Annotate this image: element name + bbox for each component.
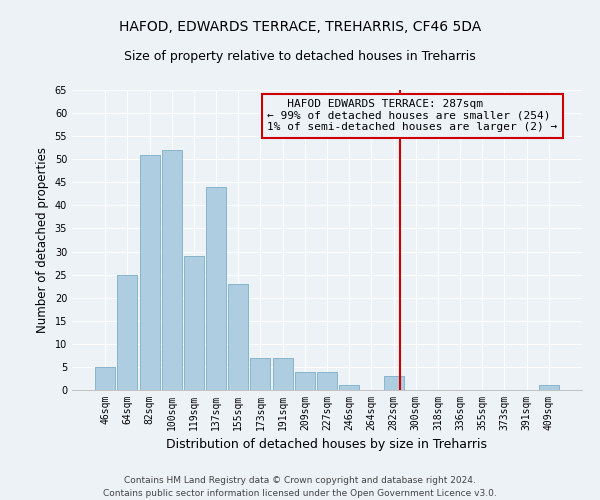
X-axis label: Distribution of detached houses by size in Treharris: Distribution of detached houses by size … — [167, 438, 487, 452]
Bar — [317, 372, 337, 390]
Bar — [250, 358, 271, 390]
Bar — [95, 367, 115, 390]
Y-axis label: Number of detached properties: Number of detached properties — [36, 147, 49, 333]
Text: HAFOD EDWARDS TERRACE: 287sqm
← 99% of detached houses are smaller (254)
1% of s: HAFOD EDWARDS TERRACE: 287sqm ← 99% of d… — [267, 99, 557, 132]
Bar — [383, 376, 404, 390]
Text: Size of property relative to detached houses in Treharris: Size of property relative to detached ho… — [124, 50, 476, 63]
Text: Contains HM Land Registry data © Crown copyright and database right 2024.
Contai: Contains HM Land Registry data © Crown c… — [103, 476, 497, 498]
Bar — [272, 358, 293, 390]
Bar — [162, 150, 182, 390]
Bar — [339, 386, 359, 390]
Bar — [118, 274, 137, 390]
Bar — [184, 256, 204, 390]
Bar — [539, 386, 559, 390]
Bar — [295, 372, 315, 390]
Bar — [228, 284, 248, 390]
Bar — [140, 154, 160, 390]
Bar — [206, 187, 226, 390]
Text: HAFOD, EDWARDS TERRACE, TREHARRIS, CF46 5DA: HAFOD, EDWARDS TERRACE, TREHARRIS, CF46 … — [119, 20, 481, 34]
